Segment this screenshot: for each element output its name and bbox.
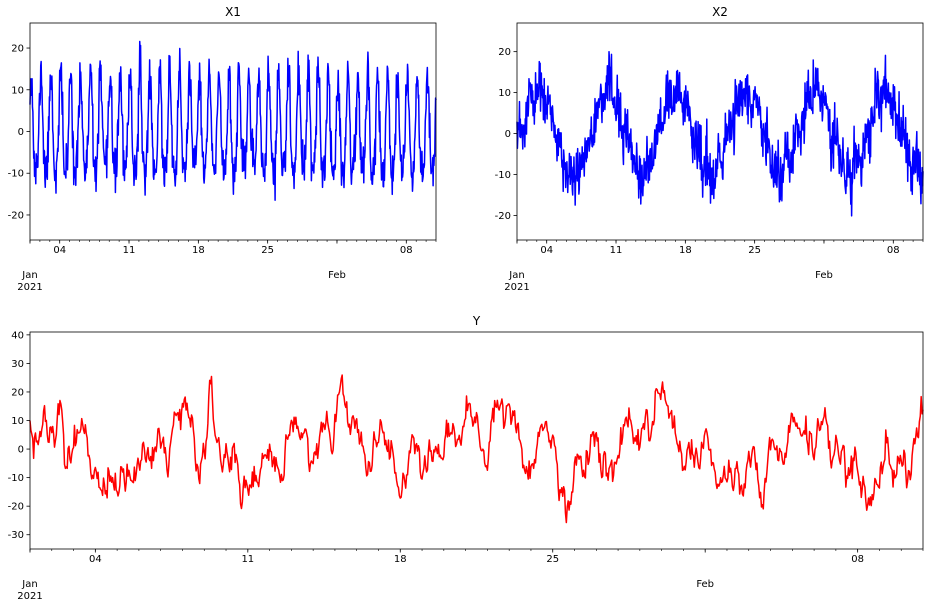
y-tick-label: -20 — [8, 502, 24, 513]
chart-title: X2 — [712, 5, 728, 19]
x-year-label: 2021 — [17, 591, 42, 602]
x-tick-label: 08 — [887, 245, 900, 256]
x-year-label: 2021 — [504, 282, 529, 293]
y-tick-label: -10 — [495, 170, 511, 181]
x-tick-label: 04 — [540, 245, 553, 256]
chart-title: X1 — [225, 5, 241, 19]
x-tick-label: 18 — [192, 245, 205, 256]
y-tick-label: 20 — [11, 44, 24, 55]
x-tick-label: 08 — [400, 245, 413, 256]
series-line — [29, 374, 924, 524]
x-month-label: Jan — [21, 579, 37, 590]
y-tick-label: 10 — [498, 88, 511, 99]
x-month-label: Feb — [696, 579, 714, 590]
x-tick-label: 04 — [53, 245, 66, 256]
x-tick-label: 18 — [679, 245, 692, 256]
y-tick-label: -30 — [8, 530, 24, 541]
y-tick-label: -20 — [495, 211, 511, 222]
y-tick-label: 20 — [498, 47, 511, 58]
y-tick-label: 10 — [11, 416, 24, 427]
x-month-label: Jan — [508, 270, 524, 281]
y-tick-label: 30 — [11, 359, 24, 370]
x-year-label: 2021 — [17, 282, 42, 293]
x-tick-label: 25 — [261, 245, 274, 256]
x-tick-label: 11 — [241, 554, 254, 565]
x-month-label: Jan — [21, 270, 37, 281]
x-tick-label: 25 — [748, 245, 761, 256]
x-month-label: Feb — [815, 270, 833, 281]
y-tick-label: -10 — [8, 473, 24, 484]
x-tick-label: 08 — [851, 554, 864, 565]
plot-frame — [29, 331, 924, 550]
y-tick-label: 0 — [505, 129, 511, 140]
y-tick-label: 40 — [11, 330, 24, 341]
y-tick-label: 20 — [11, 387, 24, 398]
x-tick-label: 11 — [123, 245, 136, 256]
x-tick-label: 11 — [610, 245, 623, 256]
y-tick-label: 0 — [18, 445, 24, 456]
y-tick-label: 0 — [18, 127, 24, 138]
y-tick-label: -20 — [8, 210, 24, 221]
y-tick-label: 10 — [11, 85, 24, 96]
x-tick-label: 25 — [546, 554, 559, 565]
x-tick-label: 04 — [89, 554, 102, 565]
chart-title: Y — [472, 314, 481, 328]
x-tick-label: 18 — [394, 554, 407, 565]
x-month-label: Feb — [328, 270, 346, 281]
series-line — [516, 50, 924, 217]
series-line — [29, 40, 437, 202]
y-tick-label: -10 — [8, 169, 24, 180]
plot-frame — [516, 22, 924, 241]
